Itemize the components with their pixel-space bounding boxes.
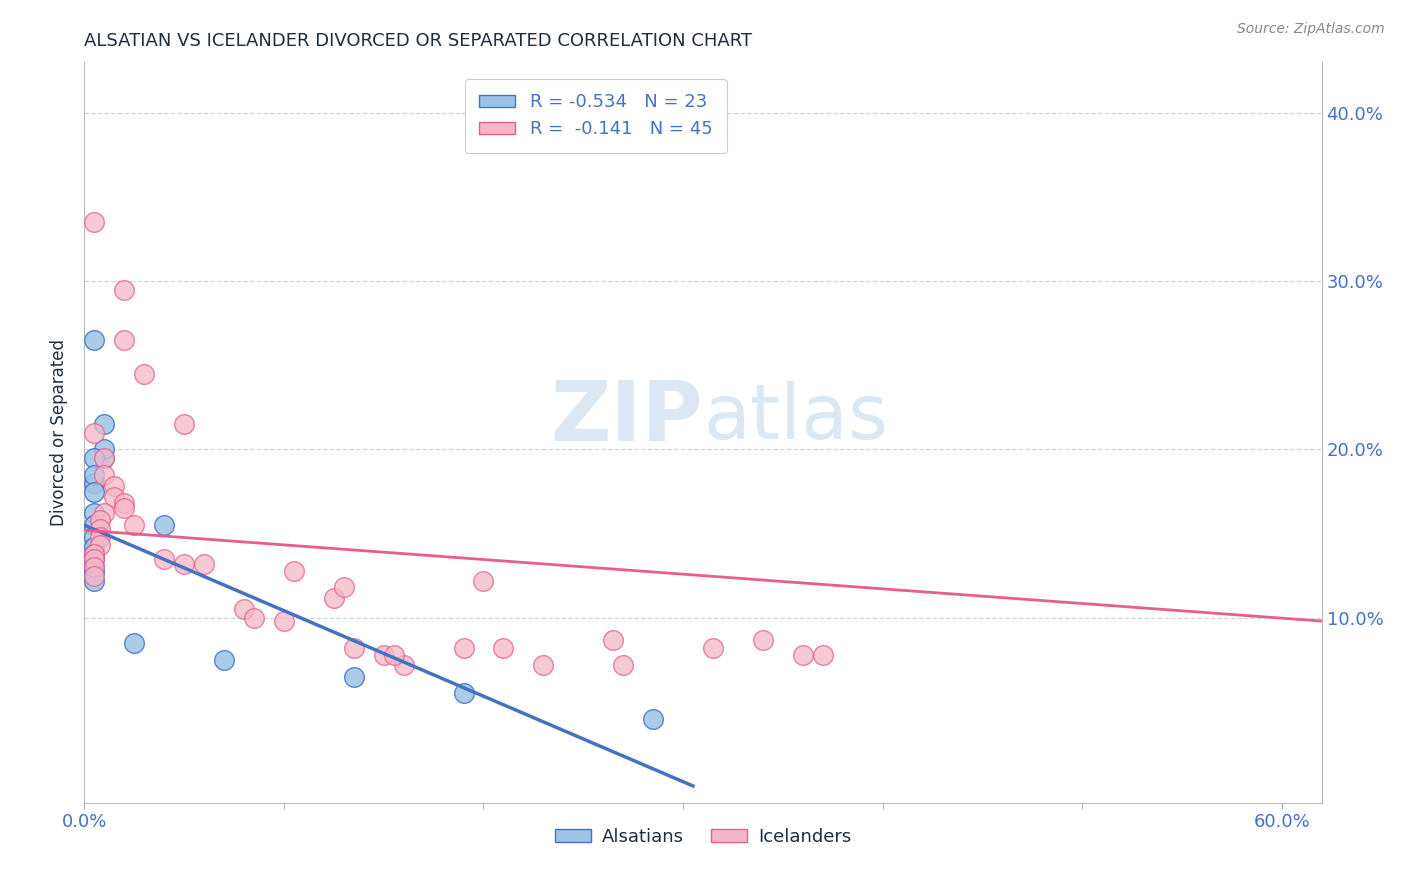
- Point: [89, 513, 111, 527]
- Point: [792, 648, 814, 662]
- Point: [392, 657, 415, 672]
- Point: [153, 551, 176, 566]
- Point: [89, 530, 111, 544]
- Point: [93, 450, 115, 465]
- Point: [89, 522, 111, 536]
- Point: [83, 547, 105, 561]
- Point: [233, 602, 256, 616]
- Point: [453, 640, 475, 655]
- Point: [83, 333, 105, 347]
- Point: [472, 574, 495, 588]
- Point: [112, 501, 135, 516]
- Point: [752, 632, 775, 647]
- Point: [112, 283, 135, 297]
- Point: [83, 507, 105, 521]
- Point: [83, 560, 105, 574]
- Point: [343, 670, 366, 684]
- Legend: Alsatians, Icelanders: Alsatians, Icelanders: [548, 821, 858, 853]
- Point: [83, 574, 105, 588]
- Point: [83, 476, 105, 491]
- Point: [531, 657, 554, 672]
- Point: [193, 557, 215, 571]
- Point: [492, 640, 515, 655]
- Point: [83, 530, 105, 544]
- Point: [83, 215, 105, 229]
- Point: [83, 551, 105, 566]
- Point: [93, 507, 115, 521]
- Point: [643, 712, 665, 726]
- Point: [283, 564, 305, 578]
- Point: [333, 581, 356, 595]
- Point: [93, 417, 115, 432]
- Point: [83, 518, 105, 533]
- Point: [212, 653, 235, 667]
- Point: [93, 450, 115, 465]
- Point: [122, 636, 145, 650]
- Point: [112, 496, 135, 510]
- Point: [243, 610, 266, 624]
- Point: [134, 367, 156, 381]
- Point: [83, 467, 105, 482]
- Point: [83, 551, 105, 566]
- Point: [322, 591, 344, 605]
- Point: [153, 518, 176, 533]
- Point: [93, 442, 115, 457]
- Point: [612, 657, 634, 672]
- Point: [453, 686, 475, 700]
- Point: [103, 479, 125, 493]
- Point: [273, 614, 295, 628]
- Point: [83, 484, 105, 499]
- Point: [702, 640, 724, 655]
- Y-axis label: Divorced or Separated: Divorced or Separated: [51, 339, 69, 526]
- Point: [373, 648, 395, 662]
- Point: [173, 417, 195, 432]
- Text: ZIP: ZIP: [551, 377, 703, 458]
- Point: [89, 538, 111, 552]
- Point: [83, 568, 105, 582]
- Text: Source: ZipAtlas.com: Source: ZipAtlas.com: [1237, 22, 1385, 37]
- Point: [112, 333, 135, 347]
- Point: [83, 560, 105, 574]
- Point: [83, 566, 105, 580]
- Point: [122, 518, 145, 533]
- Point: [173, 557, 195, 571]
- Point: [93, 467, 115, 482]
- Point: [103, 490, 125, 504]
- Point: [83, 450, 105, 465]
- Point: [83, 425, 105, 440]
- Point: [83, 540, 105, 554]
- Text: atlas: atlas: [703, 381, 887, 455]
- Point: [602, 632, 624, 647]
- Point: [343, 640, 366, 655]
- Point: [83, 547, 105, 561]
- Point: [382, 648, 405, 662]
- Point: [811, 648, 834, 662]
- Text: ALSATIAN VS ICELANDER DIVORCED OR SEPARATED CORRELATION CHART: ALSATIAN VS ICELANDER DIVORCED OR SEPARA…: [84, 32, 752, 50]
